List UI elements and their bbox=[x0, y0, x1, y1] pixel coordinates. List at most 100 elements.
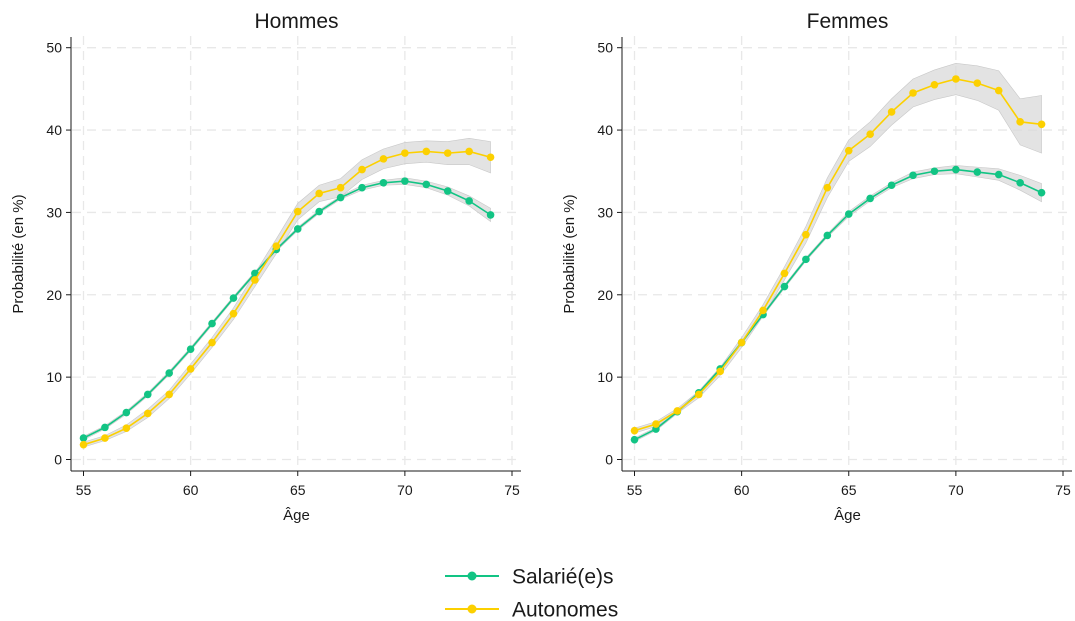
y-tick-label: 30 bbox=[46, 204, 62, 220]
x-tick-label: 70 bbox=[397, 482, 413, 498]
data-point bbox=[486, 211, 495, 219]
y-tick-label: 20 bbox=[46, 287, 62, 303]
y-tick-label: 30 bbox=[597, 204, 613, 220]
data-point bbox=[165, 390, 173, 399]
data-point bbox=[930, 80, 939, 89]
data-point bbox=[336, 193, 345, 202]
data-point bbox=[186, 365, 195, 373]
data-point bbox=[443, 187, 452, 195]
data-point bbox=[694, 390, 703, 399]
data-point bbox=[486, 153, 495, 162]
data-point bbox=[652, 420, 660, 428]
data-point bbox=[143, 409, 152, 418]
data-point bbox=[358, 165, 366, 174]
legend-swatch-marker bbox=[467, 604, 477, 614]
data-point bbox=[422, 180, 431, 189]
data-point bbox=[208, 319, 216, 328]
gridlines bbox=[623, 36, 1072, 470]
y-tick-label: 10 bbox=[597, 369, 613, 385]
data-point bbox=[823, 231, 832, 240]
data-point bbox=[844, 210, 853, 218]
data-point bbox=[208, 338, 216, 347]
series-line bbox=[83, 150, 491, 446]
x-tick-label: 60 bbox=[734, 482, 750, 498]
x-tick-label: 55 bbox=[76, 482, 92, 498]
ci-band bbox=[83, 137, 491, 448]
data-point bbox=[630, 426, 639, 435]
x-tick-label: 60 bbox=[183, 482, 199, 498]
data-point bbox=[887, 108, 896, 116]
data-point bbox=[443, 149, 452, 157]
y-axis-title: Probabilité (en %) bbox=[10, 194, 27, 313]
data-point bbox=[101, 434, 109, 442]
data-point bbox=[780, 282, 789, 291]
y-tick-label: 20 bbox=[597, 287, 613, 303]
data-point bbox=[122, 408, 131, 417]
data-point bbox=[930, 167, 939, 176]
x-tick-label: 70 bbox=[948, 482, 964, 498]
x-tick-label: 65 bbox=[841, 482, 857, 498]
legend-item-autonomes: Autonomes bbox=[445, 599, 618, 621]
data-point bbox=[336, 183, 345, 192]
data-point bbox=[844, 146, 853, 155]
data-point bbox=[1037, 120, 1046, 129]
data-point bbox=[630, 435, 639, 444]
data-point bbox=[1016, 178, 1024, 187]
legend-label: Autonomes bbox=[512, 599, 618, 621]
data-point bbox=[673, 407, 682, 415]
ci-band bbox=[634, 63, 1042, 434]
data-point bbox=[315, 207, 323, 216]
data-point bbox=[186, 345, 195, 353]
legend-swatch-marker bbox=[467, 571, 477, 581]
data-point bbox=[251, 269, 259, 278]
data-point bbox=[465, 147, 473, 156]
x-tick-label: 75 bbox=[504, 482, 520, 498]
data-point bbox=[315, 189, 323, 198]
data-point bbox=[379, 178, 388, 187]
data-point bbox=[994, 170, 1003, 179]
y-tick-label: 50 bbox=[46, 40, 62, 56]
data-point bbox=[759, 306, 767, 315]
data-point bbox=[952, 165, 960, 174]
ci-band bbox=[83, 177, 491, 441]
data-point bbox=[994, 86, 1003, 95]
data-point bbox=[165, 369, 173, 377]
data-point bbox=[973, 168, 982, 176]
data-point bbox=[909, 89, 917, 97]
x-axis-title: Âge bbox=[834, 507, 861, 524]
data-point bbox=[143, 390, 152, 399]
y-tick-label: 0 bbox=[54, 452, 62, 468]
data-point bbox=[802, 230, 810, 239]
legend-label: Salarié(e)s bbox=[512, 566, 614, 589]
panel-title: Hommes bbox=[254, 10, 338, 33]
y-tick-label: 0 bbox=[605, 452, 613, 468]
data-point bbox=[401, 149, 409, 157]
data-point bbox=[79, 434, 88, 442]
y-tick-label: 50 bbox=[597, 40, 613, 56]
panel-femmes: Femmes Âge Probabilité (en %) 0 10 20 30 40 5… bbox=[561, 10, 1072, 524]
data-point bbox=[952, 75, 960, 83]
y-axis-title: Probabilité (en %) bbox=[561, 194, 578, 313]
data-point bbox=[973, 79, 982, 87]
x-tick-label: 65 bbox=[290, 482, 306, 498]
data-point bbox=[1016, 118, 1024, 126]
data-point bbox=[122, 424, 131, 433]
data-point bbox=[293, 225, 302, 233]
data-point bbox=[780, 269, 789, 278]
x-tick-label: 55 bbox=[627, 482, 643, 498]
panel-hommes: Hommes Âge Probabilité (en %) 0 10 20 30 40 5… bbox=[10, 10, 521, 524]
data-point bbox=[79, 440, 88, 449]
data-point bbox=[737, 338, 746, 347]
data-point bbox=[802, 255, 810, 264]
data-point bbox=[358, 183, 366, 192]
data-point bbox=[293, 207, 302, 216]
data-point bbox=[465, 197, 473, 205]
data-point bbox=[251, 276, 259, 284]
series-line bbox=[634, 78, 1042, 432]
series-line bbox=[83, 180, 492, 439]
data-point bbox=[823, 183, 832, 192]
data-point bbox=[887, 181, 896, 190]
data-point bbox=[229, 294, 238, 302]
panel-title: Femmes bbox=[807, 10, 889, 33]
